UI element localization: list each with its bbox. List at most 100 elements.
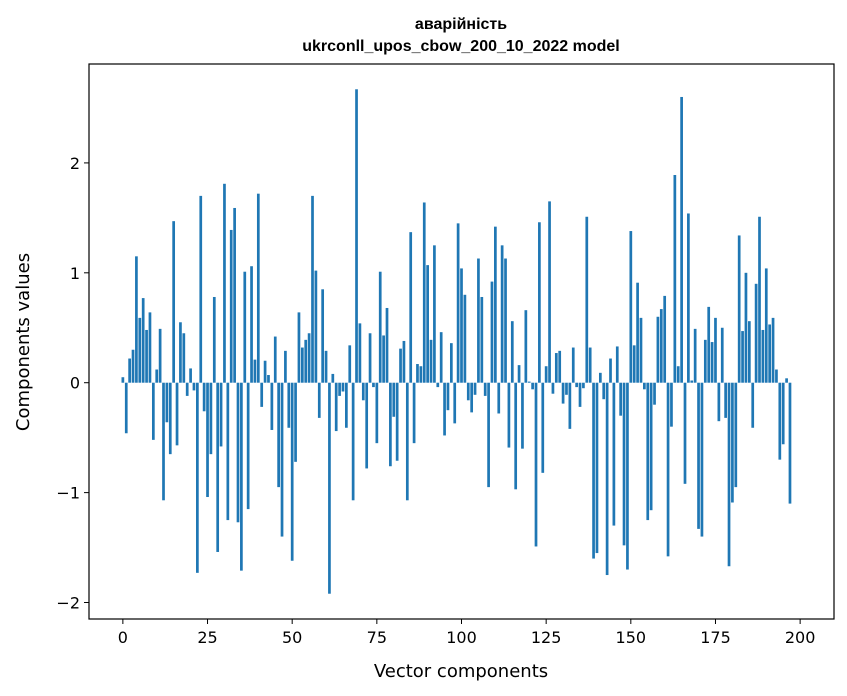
x-axis-ticks: 0 25 50 75 100 125 150 175 200 [118,619,815,647]
bar-16 [175,382,179,446]
bar-147 [619,382,623,416]
bar-46 [277,382,280,488]
bar-130 [561,382,565,404]
bar-42 [263,360,267,383]
bar-101 [463,294,467,383]
bar-13 [165,382,169,423]
bar-83 [402,340,406,383]
bar-54 [304,339,308,383]
x-tick-label-175: 175 [700,628,731,647]
bar-144 [609,358,612,383]
bar-82 [399,348,402,383]
bar-91 [429,339,433,383]
bar-124 [541,382,545,473]
bar-178 [724,382,727,418]
bar-121 [531,382,534,390]
bar-74 [372,382,375,388]
bar-70 [358,323,362,383]
x-tick-label-150: 150 [616,628,647,647]
bar-161 [666,382,670,557]
bar-60 [324,350,328,383]
bar-93 [436,382,440,388]
x-tick-label-100: 100 [446,628,477,647]
bar-6 [141,298,145,383]
bar-128 [554,353,558,383]
x-tick-label-50: 50 [282,628,302,647]
bar-80 [392,382,396,417]
bar-3 [131,349,135,383]
chart-title-line1: аварійність [415,16,507,33]
bar-33 [233,207,236,383]
bar-166 [683,382,687,484]
bar-32 [229,229,233,383]
bar-68 [351,382,355,501]
bar-50 [290,382,294,561]
bar-53 [300,347,304,383]
bar-18 [182,333,186,383]
bar-22 [196,382,199,573]
bar-61 [328,382,331,594]
bar-149 [626,382,629,570]
bar-141 [598,372,602,383]
bar-193 [775,369,778,383]
bar-110 [494,226,497,383]
bar-76 [378,271,382,383]
y-axis-ticks: −2 −1 0 1 2 [56,154,89,613]
bar-146 [615,346,619,383]
bar-64 [338,382,341,396]
bar-41 [260,382,264,407]
bar-118 [521,382,524,449]
bar-136 [582,382,585,389]
bar-194 [778,382,782,460]
bar-15 [172,221,176,383]
bar-14 [168,382,172,455]
bar-174 [710,342,714,383]
x-tick-label-75: 75 [367,628,387,647]
bar-145 [612,382,616,526]
bar-103 [470,382,474,413]
bar-126 [548,201,551,383]
bar-111 [497,382,501,414]
bar-137 [585,216,589,383]
bar-190 [764,268,768,383]
bar-72 [365,382,369,469]
bar-113 [504,258,507,383]
bar-57 [314,270,318,383]
bar-120 [527,381,531,383]
bar-125 [544,366,548,383]
bar-135 [578,382,582,407]
bar-192 [771,317,775,383]
bar-153 [639,317,643,383]
bar-99 [456,223,460,383]
bar-108 [487,382,490,488]
bar-180 [731,382,734,503]
bar-2 [128,358,131,383]
bar-196 [785,378,788,383]
bar-28 [216,382,220,552]
bar-95 [443,382,446,436]
bar-179 [727,382,731,567]
bar-69 [355,89,358,383]
bar-151 [632,345,636,383]
bar-75 [375,382,379,444]
bar-52 [297,312,301,383]
bar-175 [714,317,717,383]
bar-59 [321,289,325,383]
bar-19 [185,382,189,396]
bar-44 [270,382,274,430]
bar-51 [294,382,297,462]
bar-143 [605,382,609,576]
bar-100 [460,268,463,383]
bar-48 [284,350,287,383]
bar-150 [629,231,633,383]
bar-31 [226,382,230,521]
bar-7 [145,329,148,383]
y-tick-label-1: −1 [56,484,80,503]
bar-105 [477,258,480,383]
bar-79 [389,382,392,467]
x-axis-label: Vector components [374,661,548,682]
bar-172 [703,339,707,383]
bar-71 [361,382,365,401]
bar-45 [273,336,277,383]
